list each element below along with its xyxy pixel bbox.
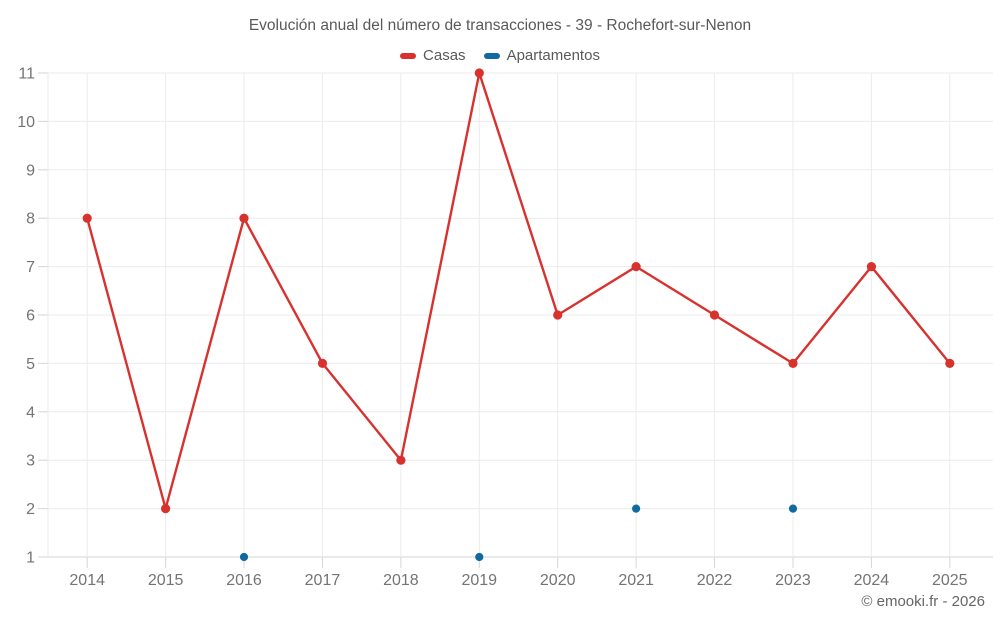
data-point-casas[interactable] bbox=[866, 262, 877, 272]
data-point-casas[interactable] bbox=[317, 358, 328, 368]
x-tick-label: 2023 bbox=[775, 572, 811, 589]
y-tick-label: 9 bbox=[26, 162, 35, 179]
x-tick-label: 2025 bbox=[932, 572, 968, 589]
x-tick-label: 2015 bbox=[148, 572, 184, 589]
data-point-casas[interactable] bbox=[709, 310, 720, 320]
y-tick-label: 1 bbox=[26, 550, 35, 567]
legend-item-casas[interactable]: Casas bbox=[400, 47, 466, 64]
data-point-casas[interactable] bbox=[239, 213, 249, 223]
y-tick-label: 7 bbox=[26, 259, 35, 276]
data-point-casas[interactable] bbox=[396, 455, 406, 465]
y-tick-label: 10 bbox=[17, 114, 35, 131]
y-tick-label: 8 bbox=[26, 211, 35, 228]
y-tick-label: 6 bbox=[26, 308, 35, 325]
data-point-casas[interactable] bbox=[945, 358, 955, 368]
x-tick-label: 2022 bbox=[697, 572, 733, 589]
y-tick-label: 11 bbox=[18, 66, 35, 83]
x-tick-label: 2020 bbox=[540, 572, 576, 589]
data-point-casas[interactable] bbox=[161, 504, 171, 514]
data-point-casas[interactable] bbox=[788, 358, 798, 368]
data-point-apartamentos[interactable] bbox=[788, 504, 798, 513]
x-tick-label: 2016 bbox=[226, 572, 262, 589]
data-point-apartamentos[interactable] bbox=[475, 552, 484, 562]
data-point-casas[interactable] bbox=[553, 310, 563, 320]
x-tick-label: 2017 bbox=[305, 572, 341, 589]
data-point-casas[interactable] bbox=[631, 262, 641, 272]
x-tick-label: 2021 bbox=[618, 572, 654, 589]
x-tick-label: 2018 bbox=[383, 572, 419, 589]
data-point-apartamentos[interactable] bbox=[239, 552, 249, 562]
x-tick-label: 2014 bbox=[69, 572, 105, 589]
apartamentos-legend-marker-icon bbox=[483, 52, 500, 59]
series-line-casas bbox=[85, 71, 951, 510]
y-tick-label: 4 bbox=[26, 404, 35, 421]
legend-label-casas: Casas bbox=[423, 47, 466, 64]
x-tick-label: 2019 bbox=[461, 572, 497, 589]
y-tick-label: 3 bbox=[26, 453, 35, 470]
x-tick-label: 2024 bbox=[854, 572, 890, 589]
casas-legend-marker-icon bbox=[400, 52, 417, 59]
y-tick-label: 2 bbox=[26, 501, 35, 518]
legend-item-apartamentos[interactable]: Apartamentos bbox=[483, 47, 600, 64]
copyright: © emooki.fr - 2026 bbox=[861, 593, 985, 610]
chart-title: Evolución anual del número de transaccio… bbox=[248, 17, 752, 34]
legend: Casas Apartamentos bbox=[0, 47, 1000, 64]
legend-label-apartamentos: Apartamentos bbox=[506, 47, 600, 64]
y-tick-label: 5 bbox=[26, 356, 35, 373]
data-point-casas[interactable] bbox=[474, 68, 484, 78]
data-point-casas[interactable] bbox=[82, 213, 92, 223]
data-point-apartamentos[interactable] bbox=[632, 504, 641, 513]
